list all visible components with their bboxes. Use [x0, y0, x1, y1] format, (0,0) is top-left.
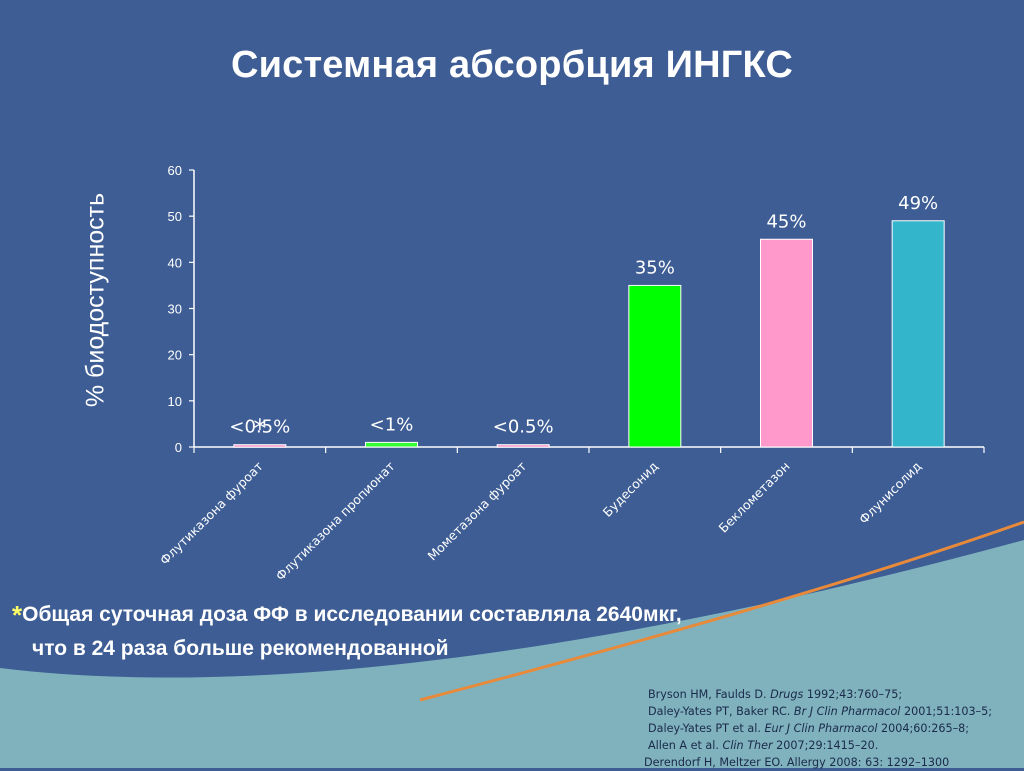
- x-tick-label: Беклометазон: [716, 459, 793, 536]
- references: Bryson HM, Faulds D. Drugs 1992;43:760–7…: [644, 686, 993, 771]
- bar: [891, 220, 945, 448]
- footnote: *Общая суточная доза ФФ в исследовании с…: [12, 598, 682, 666]
- y-tick-label: 0: [175, 440, 182, 455]
- bar: [365, 441, 418, 448]
- x-tick-label: Будесонид: [600, 459, 661, 520]
- slide-title: Системная абсорбция ИНГКС: [230, 44, 794, 86]
- reference-item: Allen A et al. Clin Ther 2007;29:1415–20…: [648, 739, 879, 752]
- data-label: 35%: [635, 257, 675, 278]
- x-tick-label: Флутиказона фуроат: [157, 459, 266, 568]
- reference-item: Bryson HM, Faulds D. Drugs 1992;43:760–7…: [648, 688, 903, 701]
- y-tick-label: 20: [168, 348, 182, 363]
- footnote-line-2: что в 24 раза больше рекомендованной: [32, 637, 449, 660]
- data-label: 49%: [898, 193, 938, 214]
- reference-item: Derendorf H, Meltzer EO. Allergy 2008: 6…: [644, 756, 950, 769]
- footnote-marker: *: [12, 600, 23, 630]
- x-tick-label: Флунисолид: [856, 459, 924, 527]
- y-tick-label: 60: [168, 163, 182, 178]
- data-label: <0.5%: [229, 417, 290, 438]
- bar-chart: 0 10 20 30 40 50 60 <0.5% Флутиказона фуроат <1% Ф…: [157, 163, 985, 584]
- bar: [496, 444, 550, 448]
- bottom-wave: [0, 540, 1024, 768]
- bar: [233, 444, 287, 448]
- footnote-line-1: Общая суточная доза ФФ в исследовании со…: [22, 603, 682, 626]
- annotation-asterisk: *: [253, 415, 266, 445]
- x-tick-label: Флутиказона пропионат: [273, 459, 398, 584]
- y-tick-label: 40: [168, 255, 182, 270]
- y-tick-label: 30: [168, 302, 182, 317]
- data-label: <1%: [370, 414, 414, 435]
- bar: [628, 284, 682, 448]
- y-tick-label: 50: [168, 209, 182, 224]
- x-tick-label: Мометазона фуроат: [424, 459, 529, 564]
- data-label: <0.5%: [493, 417, 554, 438]
- bar: [760, 238, 813, 448]
- reference-item: Daley-Yates PT, Baker RC. Br J Clin Phar…: [648, 705, 993, 718]
- data-label: 45%: [766, 211, 806, 232]
- y-tick-label: 10: [168, 394, 182, 409]
- reference-item: Daley-Yates PT et al. Eur J Clin Pharmac…: [648, 722, 970, 735]
- accent-wave-line: [419, 520, 1024, 702]
